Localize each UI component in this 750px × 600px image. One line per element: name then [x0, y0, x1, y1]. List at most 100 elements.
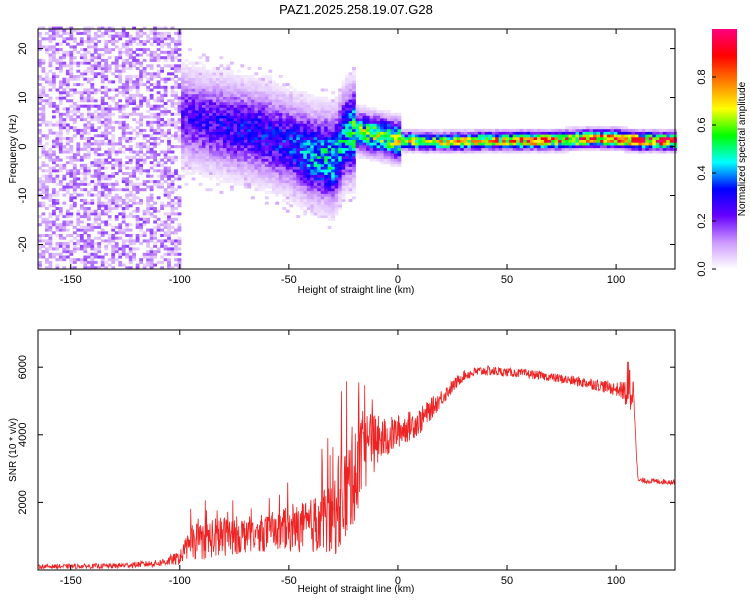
heatmap-cell — [188, 150, 192, 154]
heatmap-cell — [421, 147, 426, 151]
heatmap-cell — [324, 112, 328, 116]
heatmap-cell — [230, 137, 234, 140]
heatmap-cell — [233, 75, 238, 78]
heatmap-cell — [139, 80, 143, 84]
heatmap-cell — [69, 50, 74, 54]
heatmap-cell — [551, 134, 555, 138]
heatmap-cell — [226, 123, 231, 127]
heatmap-cell — [132, 93, 136, 97]
heatmap-cell — [289, 110, 294, 114]
heatmap-cell — [523, 128, 527, 132]
heatmap-cell — [345, 99, 349, 103]
heatmap-cell — [341, 153, 346, 157]
heatmap-cell — [435, 145, 440, 149]
heatmap-cell — [83, 48, 88, 52]
heatmap-cell — [118, 34, 123, 38]
heatmap-cell — [223, 177, 227, 181]
heatmap-cell — [223, 145, 227, 149]
heatmap-cell — [86, 91, 91, 95]
heatmap-cell — [107, 236, 112, 240]
heatmap-cell — [481, 142, 486, 146]
heatmap-cell — [397, 128, 402, 132]
heatmap-cell — [547, 128, 552, 132]
heatmap-cell — [264, 163, 269, 167]
heatmap-cell — [195, 155, 199, 159]
heatmap-cell — [313, 96, 318, 100]
heatmap-cell — [289, 99, 294, 103]
heatmap-cell — [55, 131, 60, 135]
heatmap-cell — [219, 112, 224, 116]
heatmap-cell — [209, 80, 213, 84]
heatmap-cell — [289, 150, 294, 154]
heatmap-cell — [97, 212, 102, 216]
heatmap-cell — [313, 126, 318, 130]
heatmap-cell — [219, 72, 224, 76]
heatmap-cell — [107, 115, 112, 119]
heatmap-cell — [107, 118, 112, 122]
heatmap-cell — [359, 137, 363, 140]
heatmap-cell — [397, 147, 402, 151]
heatmap-cell — [292, 158, 297, 162]
heatmap-cell — [83, 147, 88, 151]
heatmap-cell — [348, 190, 353, 194]
heatmap-cell — [107, 48, 112, 52]
heatmap-cell — [104, 182, 109, 186]
heatmap-cell — [299, 177, 304, 181]
heatmap-cell — [167, 196, 171, 200]
heatmap-cell — [65, 255, 70, 259]
heatmap-cell — [488, 145, 493, 149]
heatmap-cell — [149, 260, 154, 264]
heatmap-cell — [205, 107, 210, 111]
heatmap-cell — [62, 223, 67, 227]
heatmap-cell — [38, 255, 42, 259]
heatmap-cell — [118, 255, 123, 259]
heatmap-cell — [240, 128, 245, 132]
heatmap-cell — [125, 34, 130, 38]
heatmap-cell — [209, 177, 213, 181]
heatmap-cell — [320, 158, 325, 162]
heatmap-cell — [93, 42, 98, 46]
heatmap-cell — [296, 169, 301, 173]
heatmap-cell — [153, 99, 157, 103]
heatmap-cell — [226, 110, 231, 114]
heatmap-cell — [62, 258, 67, 262]
heatmap-cell — [139, 64, 143, 68]
heatmap-cell — [509, 145, 513, 149]
heatmap-cell — [296, 190, 301, 194]
heatmap-cell — [317, 134, 321, 138]
heatmap-cell — [79, 199, 84, 202]
heatmap-cell — [212, 102, 217, 105]
heatmap-cell — [149, 115, 154, 119]
heatmap-cell — [502, 137, 506, 140]
heatmap-cell — [121, 29, 126, 33]
heatmap-cell — [292, 126, 297, 130]
heatmap-cell — [170, 40, 175, 43]
heatmap-cell — [394, 161, 398, 165]
heatmap-cell — [83, 77, 88, 81]
heatmap-cell — [275, 158, 280, 162]
heatmap-cell — [324, 110, 328, 114]
heatmap-cell — [100, 182, 105, 186]
heatmap-cell — [97, 67, 102, 70]
heatmap-cell — [132, 242, 136, 246]
heatmap-cell — [317, 193, 321, 197]
heatmap-cell — [243, 123, 248, 127]
heatmap-cell — [338, 169, 342, 173]
heatmap-cell — [72, 88, 77, 92]
heatmap-cell — [313, 134, 318, 138]
heatmap-cell — [306, 110, 311, 114]
heatmap-cell — [310, 207, 315, 210]
heatmap-cell — [79, 215, 84, 219]
heatmap-cell — [100, 266, 105, 270]
heatmap-cell — [111, 247, 116, 251]
heatmap-cell — [146, 145, 150, 149]
heatmap-cell — [79, 99, 84, 103]
heatmap-cell — [135, 34, 140, 38]
heatmap-cell — [121, 107, 126, 111]
heatmap-cell — [275, 126, 280, 130]
heatmap-cell — [296, 93, 301, 97]
heatmap-cell — [146, 185, 150, 189]
heatmap-cell — [226, 120, 231, 124]
heatmap-cell — [163, 93, 168, 97]
heatmap-cell — [338, 115, 342, 119]
